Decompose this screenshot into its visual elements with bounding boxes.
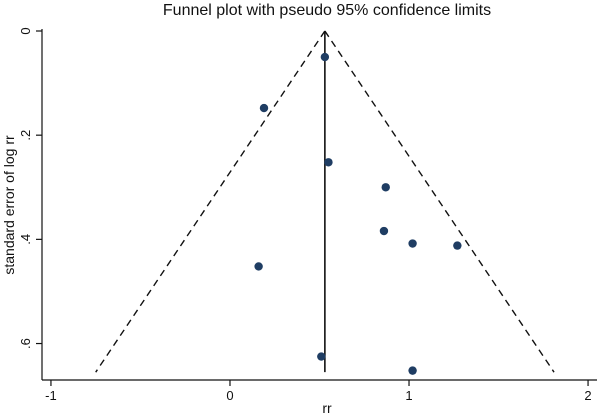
y-tick-label: .4 <box>18 234 33 245</box>
y-axis-label: standard error of log rr <box>1 135 17 275</box>
data-point <box>408 366 417 375</box>
x-tick-label: -1 <box>45 388 57 403</box>
x-tick-label: 0 <box>226 388 233 403</box>
data-point <box>259 103 269 113</box>
data-point <box>381 183 390 192</box>
upper-confidence-limit <box>324 30 555 373</box>
data-point <box>317 352 326 361</box>
data-point <box>453 241 462 250</box>
x-axis-label: rr <box>322 400 332 416</box>
data-point <box>408 239 417 248</box>
data-points <box>254 52 462 375</box>
data-point <box>324 158 333 167</box>
y-tick-label: .2 <box>18 130 33 141</box>
y-tick-label: .6 <box>18 338 33 349</box>
x-tick-label: 2 <box>584 388 591 403</box>
data-point <box>379 226 389 236</box>
chart-title: Funnel plot with pseudo 95% confidence l… <box>163 2 491 19</box>
confidence-limits <box>95 30 555 373</box>
x-tick-label: 1 <box>405 388 412 403</box>
axes: 0 .2 .4 .6 -1 0 1 2 <box>18 27 597 403</box>
lower-confidence-limit <box>95 30 326 373</box>
data-point <box>254 262 263 271</box>
y-tick-label: 0 <box>18 27 33 34</box>
data-point <box>320 52 330 62</box>
